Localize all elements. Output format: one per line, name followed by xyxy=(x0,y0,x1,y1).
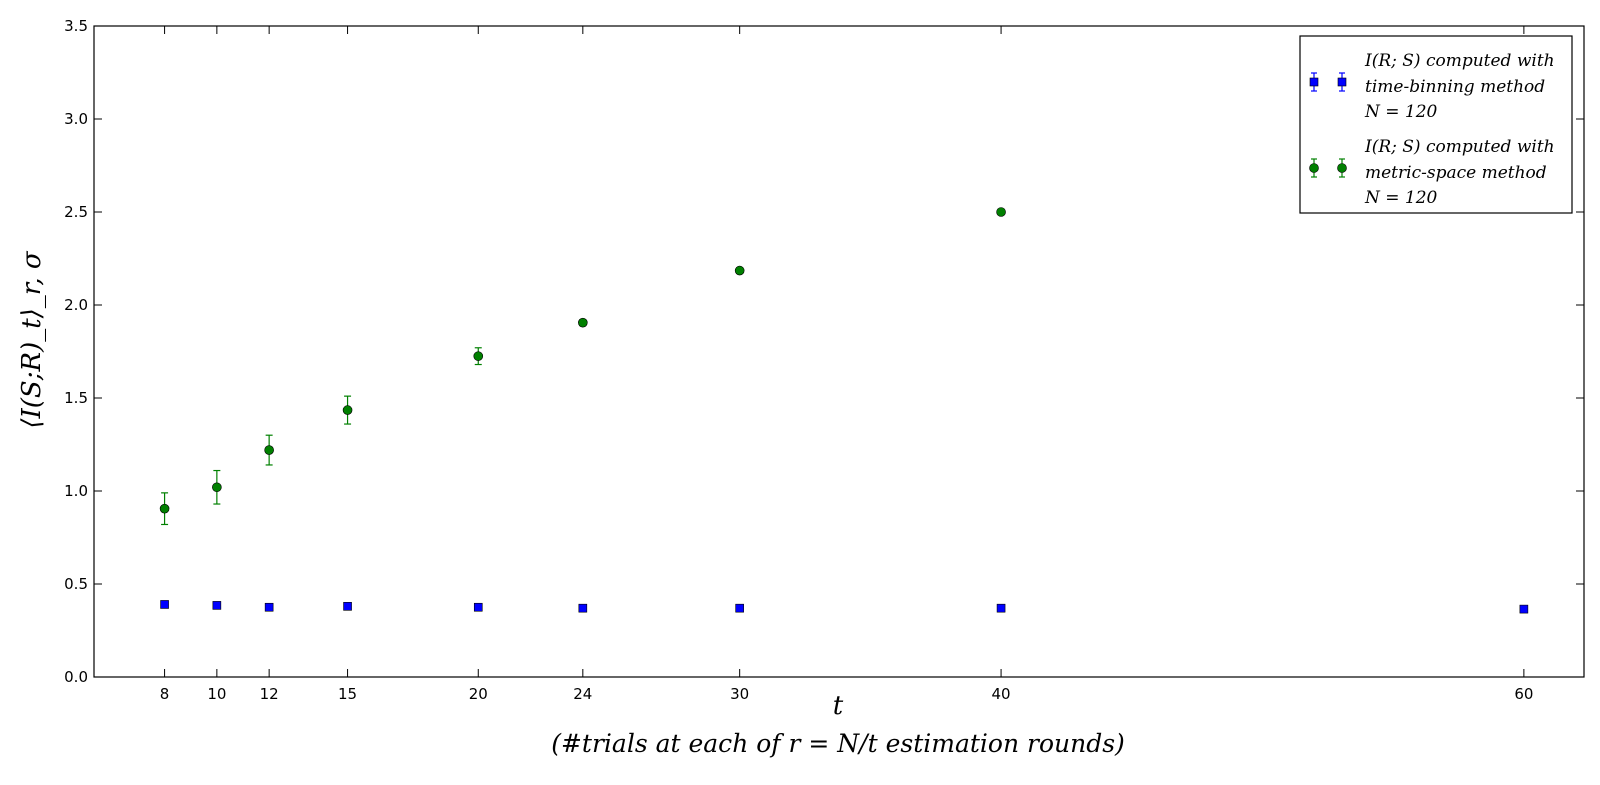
data-point-square xyxy=(735,603,744,613)
y-tick-label: 1.0 xyxy=(64,482,88,500)
data-point-circle xyxy=(578,317,588,328)
data-point-circle xyxy=(734,265,745,276)
y-tick-label: 3.0 xyxy=(64,110,88,128)
legend-square-2 xyxy=(1337,77,1347,87)
data-point-square xyxy=(264,602,274,612)
data-point-square xyxy=(212,601,222,610)
y-axis-label: ⟨I(S;R)_t⟩_r, σ xyxy=(17,250,47,429)
x-axis-label: t xyxy=(833,691,844,721)
x-axis-sublabel: (#trials at each of r = N/t estimation r… xyxy=(551,729,1125,758)
data-point-square xyxy=(343,602,352,611)
legend: I(R; S) computed with time-binning metho… xyxy=(1299,35,1573,214)
legend-label-line-2: time-binning method xyxy=(1365,77,1545,97)
legend-entry-time-binning: I(R; S) computed with time-binning metho… xyxy=(1309,51,1555,122)
data-point-square xyxy=(996,603,1006,613)
legend-label-line-3: N = 120 xyxy=(1364,102,1438,122)
data-point-circle xyxy=(264,445,274,455)
legend-square-1 xyxy=(1309,77,1319,87)
x-tick-label: 10 xyxy=(207,685,226,703)
legend-circle-2 xyxy=(1337,163,1347,173)
data-point-square xyxy=(473,602,483,612)
legend-label-line-2: metric-space method xyxy=(1365,163,1547,183)
data-point-circle xyxy=(473,351,484,361)
data-point-circle xyxy=(996,207,1006,217)
x-tick-label: 12 xyxy=(260,685,279,703)
legend-entry-metric-space: I(R; S) computed with metric-space metho… xyxy=(1309,137,1555,208)
legend-circle-1 xyxy=(1309,163,1319,173)
legend-label-line-1: I(R; S) computed with xyxy=(1364,51,1555,71)
x-tick-label: 20 xyxy=(469,685,488,703)
data-point-circle xyxy=(212,482,222,493)
data-point-circle xyxy=(342,405,353,415)
data-point-circle xyxy=(159,503,170,514)
data-point-square xyxy=(578,603,588,613)
x-tick-label: 24 xyxy=(573,685,592,703)
data-marks xyxy=(159,207,1529,614)
legend-label-line-1: I(R; S) computed with xyxy=(1364,137,1555,157)
x-tick-label: 30 xyxy=(730,685,749,703)
y-tick-label: 2.5 xyxy=(64,203,88,221)
y-tick-label: 3.5 xyxy=(64,17,88,35)
x-tick-label: 8 xyxy=(160,685,170,703)
y-tick-label: 2.0 xyxy=(64,296,88,314)
x-tick-label: 40 xyxy=(992,685,1011,703)
x-tick-label: 60 xyxy=(1514,685,1533,703)
x-tick-label: 15 xyxy=(338,685,357,703)
legend-box xyxy=(1299,35,1573,214)
axis-ticks: 8 10 12 15 20 24 30 40 60 0.0 0.5 1.0 1.5 2.0 2.5 3.0 3.… xyxy=(64,17,1584,703)
y-tick-label: 0.0 xyxy=(64,668,88,686)
legend-label-line-3: N = 120 xyxy=(1364,188,1438,208)
y-tick-label: 1.5 xyxy=(64,389,88,407)
data-point-square xyxy=(160,600,169,609)
data-point-square xyxy=(1519,604,1529,614)
y-tick-label: 0.5 xyxy=(64,575,88,593)
